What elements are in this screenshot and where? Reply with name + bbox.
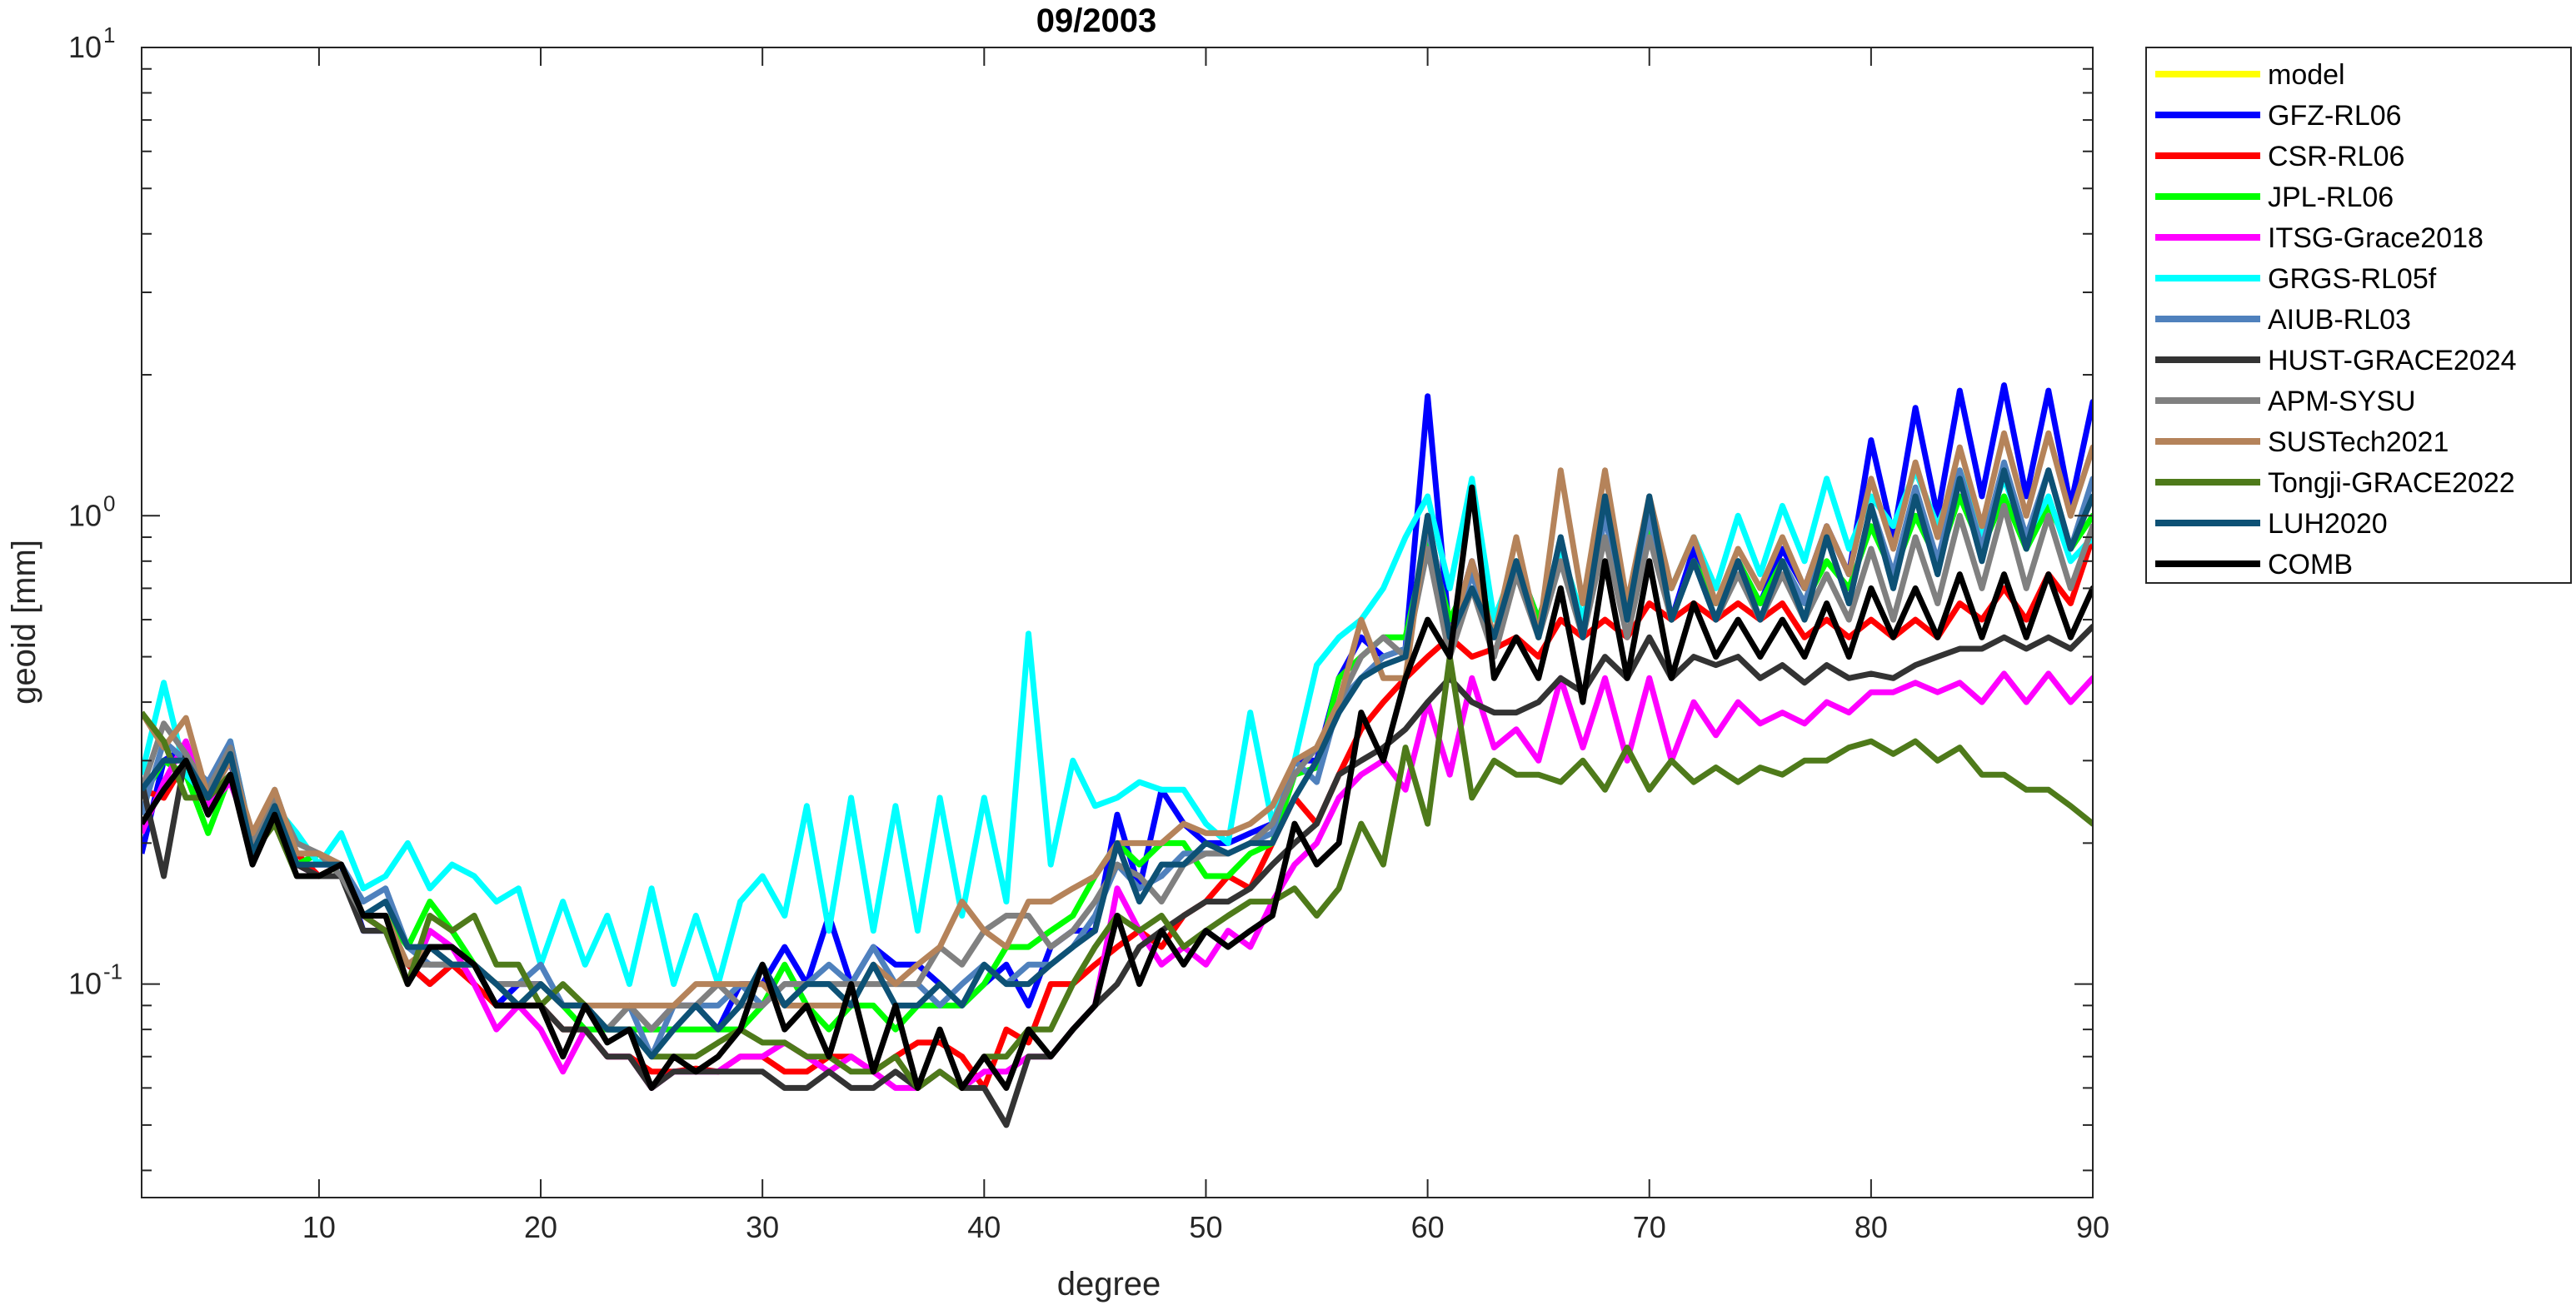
x-axis: 10 20 30 40 50 60 70 80 90 (302, 47, 2109, 1244)
x-tick-label: 30 (746, 1210, 779, 1244)
plot-frame (141, 47, 2094, 1198)
y-tick-exponent: 0 (103, 491, 115, 516)
legend-box (2145, 47, 2572, 584)
x-tick-label: 70 (1633, 1210, 1666, 1244)
legend-label: GRGS-RL05f (2268, 263, 2437, 295)
x-tick-label: 40 (967, 1210, 1001, 1244)
chart-title: 09/2003 (1036, 2, 1157, 39)
legend-label: AIUB-RL03 (2268, 304, 2411, 336)
legend-label: model (2268, 59, 2345, 91)
legend-label: APM-SYSU (2268, 386, 2416, 417)
legend-label: SUSTech2021 (2268, 426, 2449, 458)
series-line-grgs-rl05f (142, 467, 2093, 988)
x-axis-label: degree (1057, 1266, 1161, 1303)
series-line-itsg-grace2018 (142, 670, 2093, 1091)
y-tick-label: 10 (68, 498, 102, 532)
legend-label: JPL-RL06 (2268, 182, 2394, 213)
series-line-tongji-grace2022 (142, 654, 2093, 1091)
series-layer (142, 382, 2093, 1128)
y-tick-label: 10 (68, 30, 102, 64)
y-tick-exponent: -1 (103, 959, 122, 984)
legend-label: HUST-GRACE2024 (2268, 345, 2517, 376)
x-tick-label: 20 (524, 1210, 557, 1244)
legend-label: GFZ-RL06 (2268, 100, 2402, 132)
x-tick-label: 10 (302, 1210, 336, 1244)
legend-label: LUH2020 (2268, 508, 2388, 540)
legend-label: COMB (2268, 549, 2353, 580)
legend-label: ITSG-Grace2018 (2268, 222, 2484, 254)
x-tick-label: 60 (1411, 1210, 1445, 1244)
y-tick-label: 10 (68, 967, 102, 1001)
x-tick-label: 50 (1189, 1210, 1222, 1244)
legend: model GFZ-RL06 CSR-RL06 JPL-RL06 ITSG-Grace2… (2145, 47, 2572, 584)
y-tick-exponent: 1 (103, 22, 115, 47)
y-axis-label: geoid [mm] (6, 540, 42, 705)
legend-label: Tongji-GRACE2022 (2268, 467, 2515, 499)
series-line-comb (142, 484, 2093, 1091)
x-tick-label: 80 (1855, 1210, 1888, 1244)
x-tick-label: 90 (2076, 1210, 2109, 1244)
legend-label: CSR-RL06 (2268, 141, 2404, 172)
